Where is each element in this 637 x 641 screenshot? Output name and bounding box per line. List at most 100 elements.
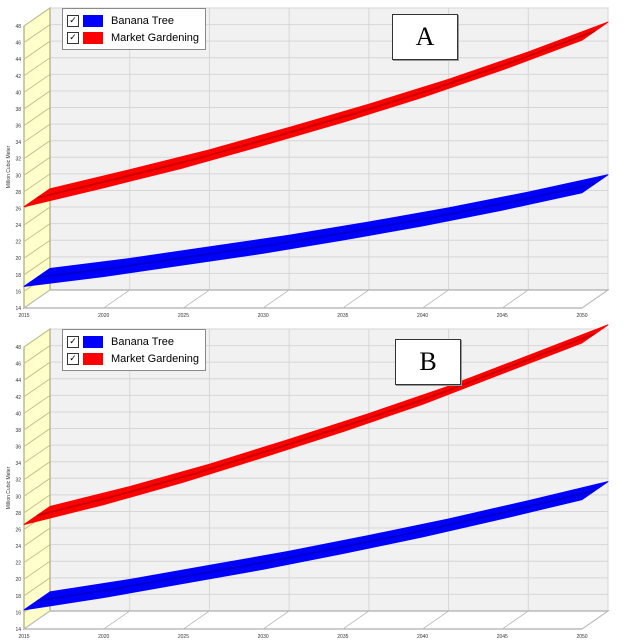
series-ribbon <box>23 21 609 208</box>
plot-side-wall <box>23 7 51 309</box>
y-tick-label: 38 <box>15 107 21 113</box>
floor-hatching <box>23 289 609 309</box>
x-tick-label: 2015 <box>18 634 29 640</box>
legend-label: Banana Tree <box>111 335 174 348</box>
chart-a-legend: ✓ Banana Tree ✓ Market Gardening <box>62 8 207 50</box>
side-wall-hatch-line <box>23 461 51 481</box>
series-ribbon-shading <box>36 332 596 517</box>
side-wall-hatch-line <box>23 223 51 243</box>
checkbox-checked-icon[interactable]: ✓ <box>67 352 79 365</box>
y-tick-label: 28 <box>15 511 21 517</box>
x-tick-label: 2050 <box>576 634 587 640</box>
plot-back-wall <box>49 7 609 291</box>
plot-floor <box>22 289 610 309</box>
y-tick-label: 46 <box>15 362 21 368</box>
checkbox-checked-icon[interactable]: ✓ <box>67 335 79 348</box>
series-ribbon-shading <box>36 182 596 279</box>
floor-hatch-line <box>103 289 130 309</box>
y-tick-label: 16 <box>15 610 21 616</box>
floor-hatch-line <box>422 610 449 630</box>
side-wall-hatch-line <box>23 24 51 43</box>
y-tick-label: 20 <box>15 256 21 262</box>
floor-hatch-line <box>581 610 609 630</box>
side-wall-hatch-line <box>23 477 51 497</box>
legend-item-banana-tree[interactable]: ✓ Banana Tree <box>67 333 199 350</box>
side-wall-hatch-line <box>23 494 51 514</box>
x-tick-label: 2045 <box>497 313 508 319</box>
series-ribbon-shading <box>36 489 596 602</box>
y-tick-label: 44 <box>15 57 21 63</box>
chart-panel-a: 14 16 18 20 22 24 26 28 30 32 34 36 38 40 42 44 46 48 2015… <box>0 0 637 320</box>
y-tick-label: 24 <box>15 223 21 229</box>
y-tick-label: 48 <box>15 345 21 351</box>
x-tick-label: 2030 <box>258 634 269 640</box>
y-tick-label: 26 <box>15 527 21 533</box>
side-wall-hatch-line <box>23 206 51 226</box>
y-tick-labels: 14 16 18 20 22 24 26 28 30 32 34 36 38 40 42 44 46 48 <box>15 24 21 312</box>
floor-hatch-line <box>581 289 609 309</box>
side-wall-hatch-line <box>23 527 51 547</box>
y-tick-label: 32 <box>15 478 21 484</box>
y-tick-label: 16 <box>15 289 21 295</box>
y-tick-labels: 14 16 18 20 22 24 26 28 30 32 34 36 38 40 42 44 46 48 <box>15 345 21 633</box>
y-tick-label: 30 <box>15 173 21 179</box>
y-axis-title: Million Cubic Meter <box>6 466 12 509</box>
legend-item-banana-tree[interactable]: ✓ Banana Tree <box>67 12 199 29</box>
side-wall-hatch-line <box>23 328 51 348</box>
x-tick-label: 2040 <box>417 634 428 640</box>
side-wall-hatch-line <box>23 361 51 381</box>
side-wall-hatch-line <box>23 411 51 431</box>
y-tick-label: 22 <box>15 561 21 567</box>
chart-a-plot: 14 16 18 20 22 24 26 28 30 32 34 36 38 40 42 44 46 48 2015… <box>0 0 637 320</box>
checkbox-checked-icon[interactable]: ✓ <box>67 14 79 27</box>
floor-hatch-line <box>342 289 370 309</box>
x-tick-labels: 2015 2020 2025 2030 2035 2040 2045 2050 <box>18 634 587 640</box>
legend-item-market-gardening[interactable]: ✓ Market Gardening <box>67 350 199 367</box>
y-axis-title: Million Cubic Meter <box>6 145 12 188</box>
legend-swatch <box>83 31 103 44</box>
side-wall-hatch-line <box>23 444 51 464</box>
legend-label: Market Gardening <box>111 352 200 365</box>
plot-back-wall <box>49 328 609 612</box>
floor-hatch-line <box>262 610 290 630</box>
y-tick-label: 14 <box>15 627 21 633</box>
side-wall-hatch-line <box>23 156 51 176</box>
side-wall-hatch-line <box>23 345 51 364</box>
x-tick-label: 2035 <box>337 634 348 640</box>
side-wall-hatch-line <box>23 577 51 597</box>
legend-item-market-gardening[interactable]: ✓ Market Gardening <box>67 29 199 46</box>
y-tick-label: 28 <box>15 190 21 196</box>
floor-hatch-line <box>342 610 370 630</box>
plot-floor <box>22 610 610 630</box>
series-ribbon <box>23 174 609 287</box>
x-tick-label: 2030 <box>258 313 269 319</box>
floor-hatch-line <box>23 289 51 309</box>
series-ribbon <box>23 324 609 525</box>
x-tick-label: 2015 <box>18 313 29 319</box>
floor-hatch-line <box>103 610 130 630</box>
side-wall-hatch-line <box>23 428 51 447</box>
side-wall-hatch-line <box>23 394 51 414</box>
side-wall-hatch-line <box>23 7 51 27</box>
y-tick-label: 40 <box>15 90 21 96</box>
y-tick-label: 34 <box>15 140 21 146</box>
y-tick-label: 24 <box>15 544 21 550</box>
checkbox-checked-icon[interactable]: ✓ <box>67 31 79 44</box>
series-ribbon <box>23 481 609 611</box>
side-wall-hatch-line <box>23 378 51 398</box>
y-tick-label: 18 <box>15 273 21 279</box>
x-tick-label: 2045 <box>497 634 508 640</box>
legend-swatch <box>83 352 103 365</box>
panel-label-b: B <box>395 339 461 385</box>
floor-hatching <box>23 610 609 630</box>
y-tick-label: 42 <box>15 395 21 401</box>
y-tick-label: 20 <box>15 577 21 583</box>
side-wall-hatch-line <box>23 90 51 110</box>
side-wall-hatch-line <box>23 123 51 143</box>
legend-swatch <box>83 14 103 27</box>
side-wall-hatch-line <box>23 57 51 77</box>
side-wall-hatch-line <box>23 140 51 160</box>
series-ribbon-shading <box>36 30 596 199</box>
y-tick-label: 36 <box>15 124 21 130</box>
side-wall-hatch-line <box>23 173 51 193</box>
